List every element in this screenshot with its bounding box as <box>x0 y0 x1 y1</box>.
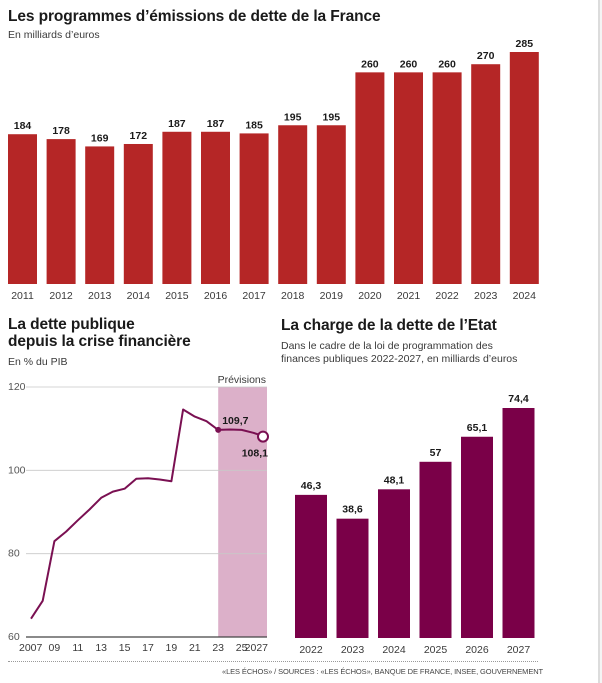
charge-bar-2022 <box>295 494 327 638</box>
emissions-x-tick-2012: 2012 <box>49 290 73 302</box>
debt-chart-subtitle: En % du PIB <box>8 356 68 368</box>
charge-chart-subtitle-line2: finances publiques 2022-2027, en milliar… <box>281 353 518 365</box>
charge-x-tick-2022: 2022 <box>299 644 323 656</box>
debt-x-tick-2015: 15 <box>119 642 131 654</box>
debt-y-tick-80: 80 <box>8 548 20 560</box>
emissions-bar-2020 <box>355 72 385 284</box>
charge-x-tick-2024: 2024 <box>382 644 406 656</box>
emissions-bar-2016 <box>201 131 230 284</box>
charge-bar-2027 <box>502 408 535 638</box>
emissions-x-tick-2023: 2023 <box>474 290 498 302</box>
emissions-x-tick-2018: 2018 <box>281 290 305 302</box>
debt-x-tick-2009: 09 <box>49 642 61 654</box>
charge-bar-label-2023: 38,6 <box>342 504 363 516</box>
charge-bar-label-2026: 65,1 <box>467 422 488 434</box>
debt-x-tick-2011: 11 <box>72 642 83 654</box>
charge-bar-label-2022: 46,3 <box>301 480 322 492</box>
emissions-bar-2013 <box>85 146 115 284</box>
debt-annotation-2027: 108,1 <box>242 448 268 460</box>
debt-chart-title-line1: La dette publique <box>8 316 135 333</box>
charge-chart-subtitle-line1: Dans le cadre de la loi de programmation… <box>281 340 493 352</box>
emissions-bar-label-2020: 260 <box>361 58 379 70</box>
emissions-bar-2022 <box>432 72 462 284</box>
debt-series-line <box>30 408 266 620</box>
emissions-chart-title: Les programmes d’émissions de dette de l… <box>8 8 381 25</box>
emissions-bar-label-2013: 169 <box>91 132 109 144</box>
debt-marker-2023 <box>215 426 222 433</box>
charge-bar-label-2025: 57 <box>430 447 442 459</box>
emissions-bar-label-2022: 260 <box>438 58 456 70</box>
debt-x-tick-2021: 21 <box>189 642 201 654</box>
debt-y-tick-120: 120 <box>8 381 26 393</box>
emissions-x-tick-2024: 2024 <box>513 290 537 302</box>
charge-bar-2026 <box>461 436 493 638</box>
charge-bar-label-2024: 48,1 <box>384 474 405 486</box>
emissions-bar-2021 <box>394 72 423 284</box>
charge-x-tick-2027: 2027 <box>507 644 531 656</box>
emissions-bar-label-2023: 270 <box>477 50 495 62</box>
emissions-bar-label-2016: 187 <box>207 118 225 130</box>
charge-bar-label-2027: 74,4 <box>508 393 529 405</box>
emissions-bar-2014 <box>123 143 153 284</box>
debt-x-tick-2013: 13 <box>95 642 107 654</box>
debt-x-tick-2019: 19 <box>166 642 178 654</box>
emissions-bar-2011 <box>8 134 37 284</box>
emissions-x-tick-2016: 2016 <box>204 290 228 302</box>
emissions-x-tick-2014: 2014 <box>127 290 151 302</box>
charge-chart-title: La charge de la dette de l’Etat <box>281 317 497 334</box>
debt-y-tick-100: 100 <box>8 464 26 476</box>
emissions-bar-label-2017: 185 <box>245 119 263 131</box>
emissions-bar-label-2014: 172 <box>130 130 148 142</box>
emissions-bar-2017 <box>239 133 269 284</box>
debt-marker-2027 <box>257 430 269 443</box>
emissions-bar-label-2024: 285 <box>516 38 534 50</box>
page-right-margin <box>600 0 602 683</box>
charge-bar-2024 <box>378 489 410 638</box>
debt-annotation-2023: 109,7 <box>222 415 248 427</box>
emissions-x-tick-2020: 2020 <box>358 290 382 302</box>
emissions-bar-2024 <box>509 52 539 284</box>
emissions-bar-chart: 184 2011 178 2012 169 2013 172 2014 187 2015 187 20… <box>8 38 539 302</box>
page-right-border <box>598 0 600 683</box>
debt-y-tick-60: 60 <box>8 631 20 643</box>
debt-x-tick-2017: 17 <box>142 642 154 654</box>
emissions-bar-2023 <box>471 64 501 284</box>
emissions-bar-label-2018: 195 <box>284 111 302 123</box>
forecast-band-label: Prévisions <box>218 374 266 386</box>
footer-divider <box>8 661 538 662</box>
charge-x-tick-2026: 2026 <box>465 644 489 656</box>
emissions-bar-label-2011: 184 <box>14 120 32 132</box>
emissions-bar-2015 <box>162 131 192 284</box>
charge-x-tick-2023: 2023 <box>341 644 365 656</box>
emissions-x-tick-2022: 2022 <box>435 290 459 302</box>
debt-x-tick-2023: 23 <box>212 642 224 654</box>
emissions-bar-2019 <box>316 125 346 285</box>
emissions-x-tick-2021: 2021 <box>397 290 421 302</box>
charge-x-tick-2025: 2025 <box>424 644 448 656</box>
emissions-x-tick-2013: 2013 <box>88 290 112 302</box>
emissions-x-tick-2017: 2017 <box>242 290 266 302</box>
emissions-bar-label-2019: 195 <box>323 111 341 123</box>
charge-bar-2025 <box>419 461 452 638</box>
emissions-chart-subtitle: En milliards d’euros <box>8 29 100 41</box>
debt-x-tick-2025: 25 <box>236 642 248 654</box>
emissions-x-tick-2019: 2019 <box>320 290 344 302</box>
debt-x-tick-2027: 2027 <box>245 642 269 654</box>
emissions-x-tick-2011: 2011 <box>11 290 34 302</box>
emissions-bar-label-2012: 178 <box>52 125 70 137</box>
emissions-x-tick-2015: 2015 <box>165 290 189 302</box>
emissions-bar-2018 <box>278 125 308 285</box>
charge-bar-2023 <box>336 518 369 638</box>
source-credit: «LES ÉCHOS» / SOURCES : «LES ÉCHOS», BAN… <box>222 667 544 676</box>
emissions-bar-label-2021: 260 <box>400 58 418 70</box>
debt-x-tick-2007: 2007 <box>19 642 43 654</box>
emissions-bar-2012 <box>46 139 76 284</box>
emissions-bar-label-2015: 187 <box>168 118 186 130</box>
debt-chart-title-line2: depuis la crise financière <box>8 333 191 350</box>
